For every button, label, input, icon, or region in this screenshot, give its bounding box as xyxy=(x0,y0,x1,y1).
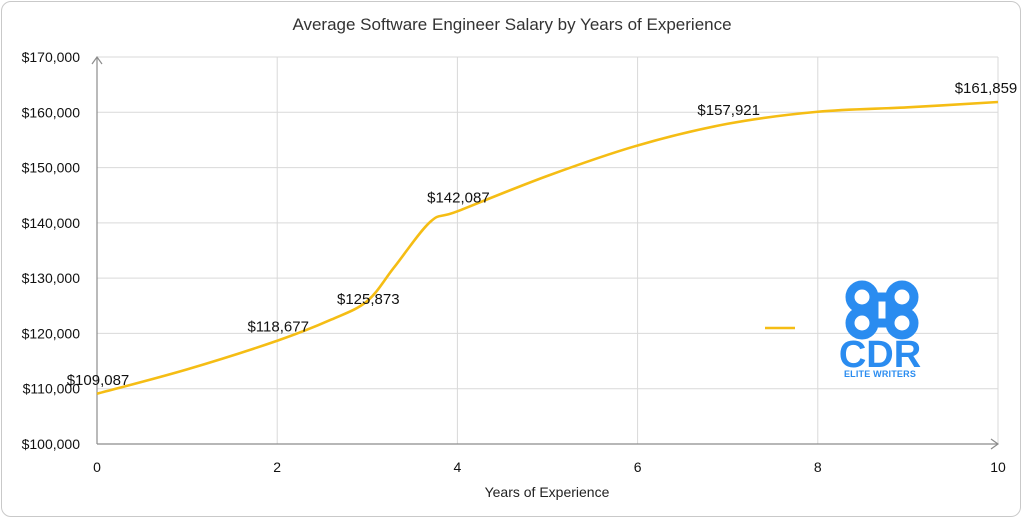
grid xyxy=(97,56,999,444)
y-tick-label: $110,000 xyxy=(23,381,81,397)
series-line xyxy=(96,100,999,396)
chart-title: Average Software Engineer Salary by Year… xyxy=(292,15,731,34)
x-axis-arrow xyxy=(990,438,1000,450)
data-label: $157,921 xyxy=(697,102,760,119)
axes: $100,000 $110,000 $120,000 $130,000 $140,000… xyxy=(22,49,1006,475)
data-label: $142,087 xyxy=(427,189,490,206)
data-label: $125,873 xyxy=(337,291,400,308)
y-tick-label: $120,000 xyxy=(22,325,81,341)
logo-tagline: ELITE WRITERS xyxy=(844,369,916,379)
x-axis-label: Years of Experience xyxy=(485,484,610,500)
y-axis-arrow xyxy=(91,55,103,65)
y-tick-label: $150,000 xyxy=(22,160,81,176)
logo-wordmark: CDR xyxy=(839,334,921,376)
data-label: $118,677 xyxy=(247,319,308,336)
y-tick-label: $100,000 xyxy=(22,436,81,452)
y-tick-label: $160,000 xyxy=(22,104,81,120)
data-label: $109,087 xyxy=(67,372,130,389)
cdr-logo: CDR ELITE WRITERS xyxy=(839,280,921,379)
y-tick-label: $130,000 xyxy=(22,270,81,286)
x-tick-label: 8 xyxy=(814,459,822,475)
y-tick-label: $170,000 xyxy=(22,49,81,65)
data-labels: $109,087 $118,677 $125,873 $142,087 $157,921… xyxy=(67,80,1018,389)
x-tick-label: 0 xyxy=(93,459,101,475)
data-label: $161,859 xyxy=(955,80,1018,97)
command-key-icon xyxy=(845,280,919,340)
y-tick-label: $140,000 xyxy=(22,215,81,231)
x-tick-label: 2 xyxy=(273,459,281,475)
x-tick-label: 10 xyxy=(990,459,1006,475)
x-tick-label: 4 xyxy=(454,459,462,475)
series-layer xyxy=(96,100,999,396)
x-tick-label: 6 xyxy=(634,459,642,475)
